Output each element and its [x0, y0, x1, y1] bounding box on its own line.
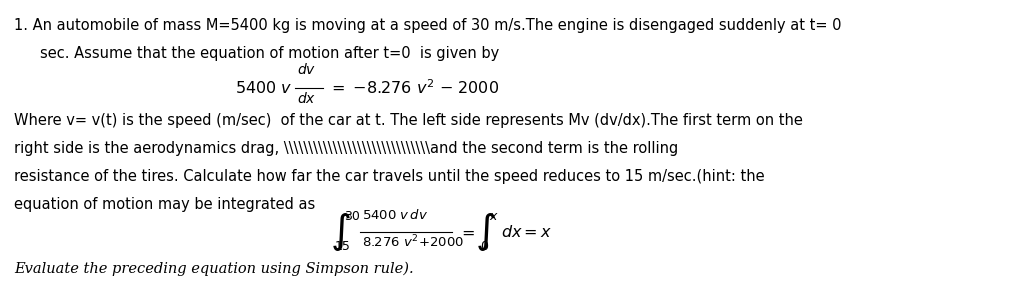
Text: equation of motion may be integrated as: equation of motion may be integrated as — [14, 197, 315, 212]
Text: 5400 $v\,dv$: 5400 $v\,dv$ — [362, 208, 428, 222]
Text: Where v= v(t) is the speed (m/sec)  of the car at t. The left side represents Mv: Where v= v(t) is the speed (m/sec) of th… — [14, 113, 803, 128]
Text: Evaluate the preceding equation using Simpson rule).: Evaluate the preceding equation using Si… — [14, 262, 414, 276]
Text: 8.276 $v^2$+2000: 8.276 $v^2$+2000 — [362, 234, 464, 250]
Text: $dv$: $dv$ — [297, 62, 316, 77]
Text: $=$ $-$8.276 $v^2$ $-$ 2000: $=$ $-$8.276 $v^2$ $-$ 2000 — [328, 79, 499, 97]
Text: $x$: $x$ — [489, 209, 499, 223]
Text: $0$: $0$ — [480, 239, 490, 253]
Text: $\int$: $\int$ — [475, 211, 496, 253]
Text: $dx$: $dx$ — [297, 91, 316, 106]
Text: right side is the aerodynamics drag, \\\\\\\\\\\\\\\\\\\\\\\\\\\\\\and the secon: right side is the aerodynamics drag, \\\… — [14, 141, 679, 156]
Text: $=$: $=$ — [458, 224, 475, 239]
Text: 15: 15 — [335, 239, 351, 253]
Text: $dx = x$: $dx = x$ — [501, 224, 552, 240]
Text: 30: 30 — [344, 209, 360, 223]
Text: resistance of the tires. Calculate how far the car travels until the speed reduc: resistance of the tires. Calculate how f… — [14, 169, 764, 184]
Text: 5400 $v$: 5400 $v$ — [235, 80, 292, 96]
Text: 1. An automobile of mass M=5400 kg is moving at a speed of 30 m/s.The engine is : 1. An automobile of mass M=5400 kg is mo… — [14, 18, 841, 33]
Text: $\int$: $\int$ — [330, 211, 351, 253]
Text: sec. Assume that the equation of motion after t=0  is given by: sec. Assume that the equation of motion … — [40, 46, 500, 61]
